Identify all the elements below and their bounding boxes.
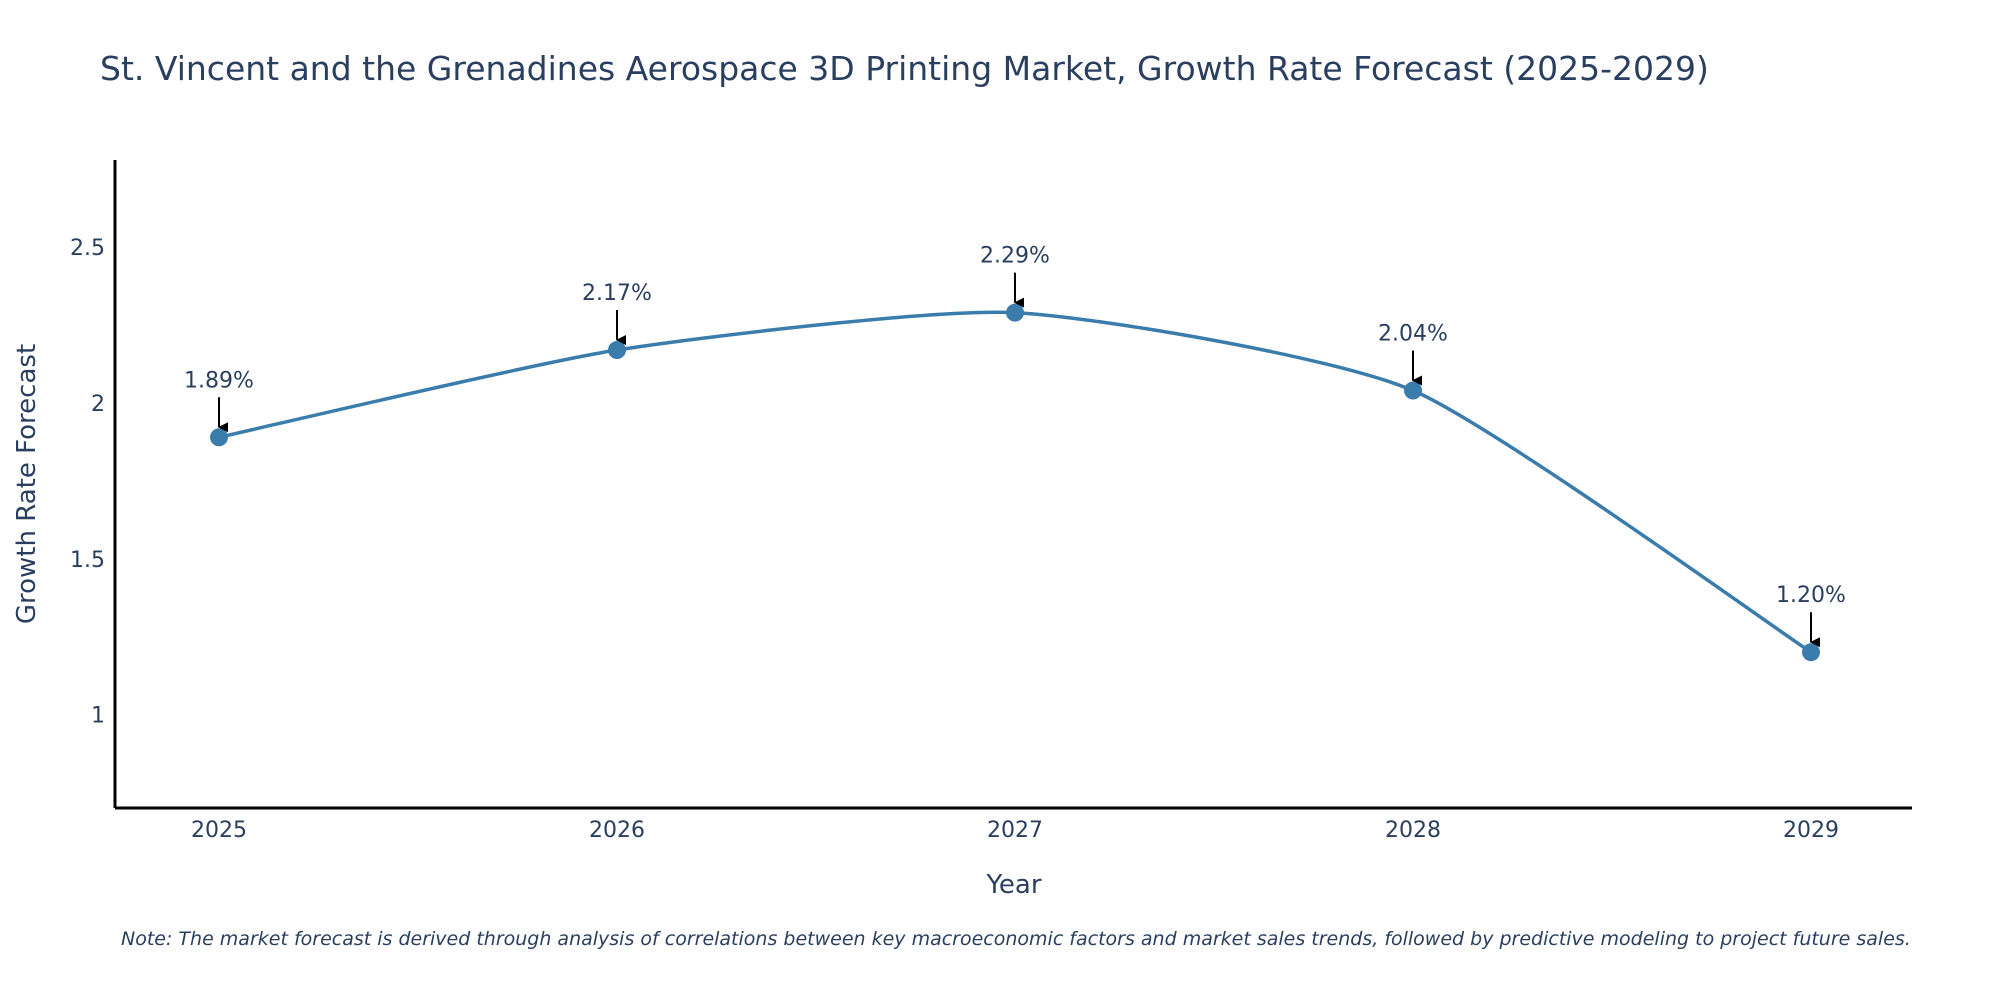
y-tick-label: 2.5 xyxy=(70,236,105,261)
x-axis-title: Year xyxy=(985,870,1041,900)
data-label: 2.04% xyxy=(1378,322,1448,347)
y-axis-title: Growth Rate Forecast xyxy=(12,344,42,624)
x-tick-label: 2029 xyxy=(1783,818,1839,843)
chart-title: St. Vincent and the Grenadines Aerospace… xyxy=(100,49,1709,88)
data-point xyxy=(1802,643,1820,662)
plot-area: 1.89% 2.17% 2.29% 2.04% 1.20% xyxy=(184,244,1846,662)
series-line xyxy=(218,310,1812,654)
x-tick-label: 2025 xyxy=(191,818,247,843)
x-tick-label: 2028 xyxy=(1385,818,1441,843)
x-tick-label: 2026 xyxy=(589,818,645,843)
y-tick-label: 1 xyxy=(91,704,105,729)
y-tick-labels: 1 1.5 2 2.5 xyxy=(70,236,105,728)
data-point xyxy=(1006,303,1024,322)
data-point xyxy=(608,341,626,360)
data-point xyxy=(1404,381,1422,400)
data-label: 1.20% xyxy=(1776,583,1846,608)
y-tick-label: 1.5 xyxy=(70,548,105,573)
data-label: 2.17% xyxy=(582,281,652,306)
footnote: Note: The market forecast is derived thr… xyxy=(121,928,1911,950)
data-label: 1.89% xyxy=(184,368,254,393)
data-label: 2.29% xyxy=(980,244,1050,269)
x-tick-labels: 2025 2026 2027 2028 2029 xyxy=(191,818,1839,843)
x-tick-label: 2027 xyxy=(987,818,1043,843)
data-point xyxy=(210,428,228,447)
y-tick-label: 2 xyxy=(91,392,105,417)
